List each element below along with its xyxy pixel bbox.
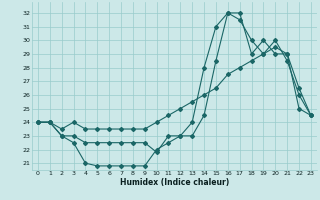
X-axis label: Humidex (Indice chaleur): Humidex (Indice chaleur)	[120, 178, 229, 187]
